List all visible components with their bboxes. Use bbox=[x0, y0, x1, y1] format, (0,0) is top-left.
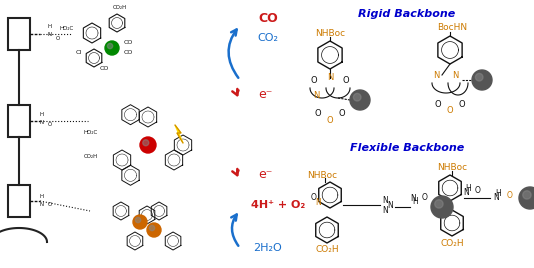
Text: H: H bbox=[412, 197, 418, 206]
Text: CO₂H: CO₂H bbox=[315, 245, 339, 255]
Text: N: N bbox=[463, 188, 469, 197]
Text: H: H bbox=[465, 184, 471, 193]
Text: Ru: Ru bbox=[143, 143, 153, 148]
Text: BocHN: BocHN bbox=[437, 24, 467, 32]
Text: O: O bbox=[48, 122, 52, 128]
Text: O: O bbox=[311, 193, 317, 202]
Text: Cl: Cl bbox=[76, 50, 82, 55]
Bar bbox=[8, 105, 30, 137]
Circle shape bbox=[431, 196, 453, 218]
Text: O: O bbox=[311, 76, 317, 85]
Text: 2H₂O: 2H₂O bbox=[254, 243, 282, 253]
Circle shape bbox=[354, 94, 361, 101]
Text: O: O bbox=[315, 109, 321, 118]
Text: N: N bbox=[410, 194, 416, 203]
Text: e⁻: e⁻ bbox=[258, 169, 272, 181]
Text: O: O bbox=[327, 116, 333, 125]
Text: Rigid Backbone: Rigid Backbone bbox=[358, 9, 456, 19]
Bar bbox=[8, 18, 30, 50]
Circle shape bbox=[140, 137, 156, 153]
Text: N: N bbox=[313, 91, 319, 100]
Text: H: H bbox=[40, 195, 44, 199]
Text: O: O bbox=[459, 100, 465, 109]
Text: N: N bbox=[40, 121, 44, 125]
Circle shape bbox=[105, 41, 119, 55]
Text: NHBoc: NHBoc bbox=[437, 163, 467, 173]
Text: O: O bbox=[507, 191, 513, 200]
Text: CO: CO bbox=[124, 40, 134, 46]
Polygon shape bbox=[175, 125, 183, 143]
Text: CO₂H: CO₂H bbox=[113, 5, 127, 10]
Text: N: N bbox=[48, 32, 52, 38]
Circle shape bbox=[519, 187, 534, 209]
Text: O: O bbox=[446, 106, 453, 115]
Text: N: N bbox=[315, 198, 321, 207]
Circle shape bbox=[435, 200, 443, 208]
Text: HO₂C: HO₂C bbox=[84, 131, 98, 136]
Bar bbox=[8, 185, 30, 217]
Text: CO: CO bbox=[99, 66, 109, 71]
Circle shape bbox=[475, 73, 483, 81]
Text: O: O bbox=[339, 109, 345, 118]
Text: 4H⁺ + O₂: 4H⁺ + O₂ bbox=[251, 200, 305, 210]
Text: N: N bbox=[387, 201, 393, 210]
Text: H: H bbox=[40, 113, 44, 117]
Text: Re: Re bbox=[108, 47, 116, 51]
Text: HO₂C: HO₂C bbox=[60, 25, 74, 31]
Text: H: H bbox=[495, 189, 501, 198]
Text: O: O bbox=[48, 202, 52, 207]
Circle shape bbox=[150, 225, 155, 231]
Text: N: N bbox=[327, 73, 333, 82]
Text: N: N bbox=[493, 193, 499, 202]
Text: O: O bbox=[56, 36, 60, 42]
Text: NHBoc: NHBoc bbox=[315, 28, 345, 38]
Circle shape bbox=[350, 90, 370, 110]
Text: Mn: Mn bbox=[136, 221, 144, 225]
Text: N: N bbox=[433, 71, 439, 80]
Circle shape bbox=[147, 223, 161, 237]
Circle shape bbox=[472, 70, 492, 90]
Text: N: N bbox=[382, 196, 388, 205]
Text: NHBoc: NHBoc bbox=[307, 170, 337, 180]
Circle shape bbox=[136, 217, 140, 223]
Text: O: O bbox=[435, 100, 441, 109]
Text: CO₂H: CO₂H bbox=[440, 239, 464, 248]
Text: Mn: Mn bbox=[150, 229, 158, 233]
Circle shape bbox=[523, 191, 531, 199]
Circle shape bbox=[133, 215, 147, 229]
Text: N: N bbox=[40, 202, 44, 207]
Text: O: O bbox=[343, 76, 349, 85]
Circle shape bbox=[143, 140, 149, 146]
Text: N: N bbox=[382, 206, 388, 215]
Text: CO₂: CO₂ bbox=[257, 33, 279, 43]
Text: CO: CO bbox=[124, 50, 134, 55]
Text: CO₂H: CO₂H bbox=[84, 154, 98, 159]
Text: O: O bbox=[422, 193, 428, 202]
Text: H: H bbox=[48, 24, 52, 29]
Text: e⁻: e⁻ bbox=[258, 88, 272, 102]
Text: CO: CO bbox=[258, 12, 278, 24]
Text: N: N bbox=[452, 71, 458, 80]
Text: Flexible Backbone: Flexible Backbone bbox=[350, 143, 464, 153]
Circle shape bbox=[107, 43, 113, 49]
Text: O: O bbox=[475, 186, 481, 195]
